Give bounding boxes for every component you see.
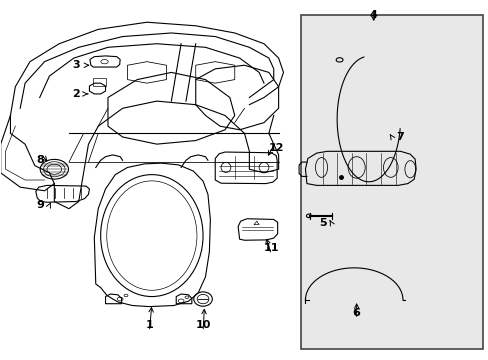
- Ellipse shape: [101, 175, 203, 297]
- Bar: [93, 78, 105, 86]
- Text: 7: 7: [396, 132, 404, 142]
- Text: 1: 1: [145, 320, 153, 330]
- Text: 4: 4: [369, 10, 377, 20]
- Bar: [300, 15, 483, 348]
- Text: 2: 2: [72, 89, 80, 99]
- Text: 5: 5: [318, 218, 325, 228]
- Text: 3: 3: [72, 60, 80, 70]
- Text: 10: 10: [195, 320, 210, 330]
- Text: 11: 11: [263, 243, 279, 253]
- Text: 6: 6: [352, 308, 360, 318]
- Text: 9: 9: [37, 200, 44, 210]
- Text: 8: 8: [37, 155, 44, 165]
- Text: 12: 12: [268, 143, 284, 153]
